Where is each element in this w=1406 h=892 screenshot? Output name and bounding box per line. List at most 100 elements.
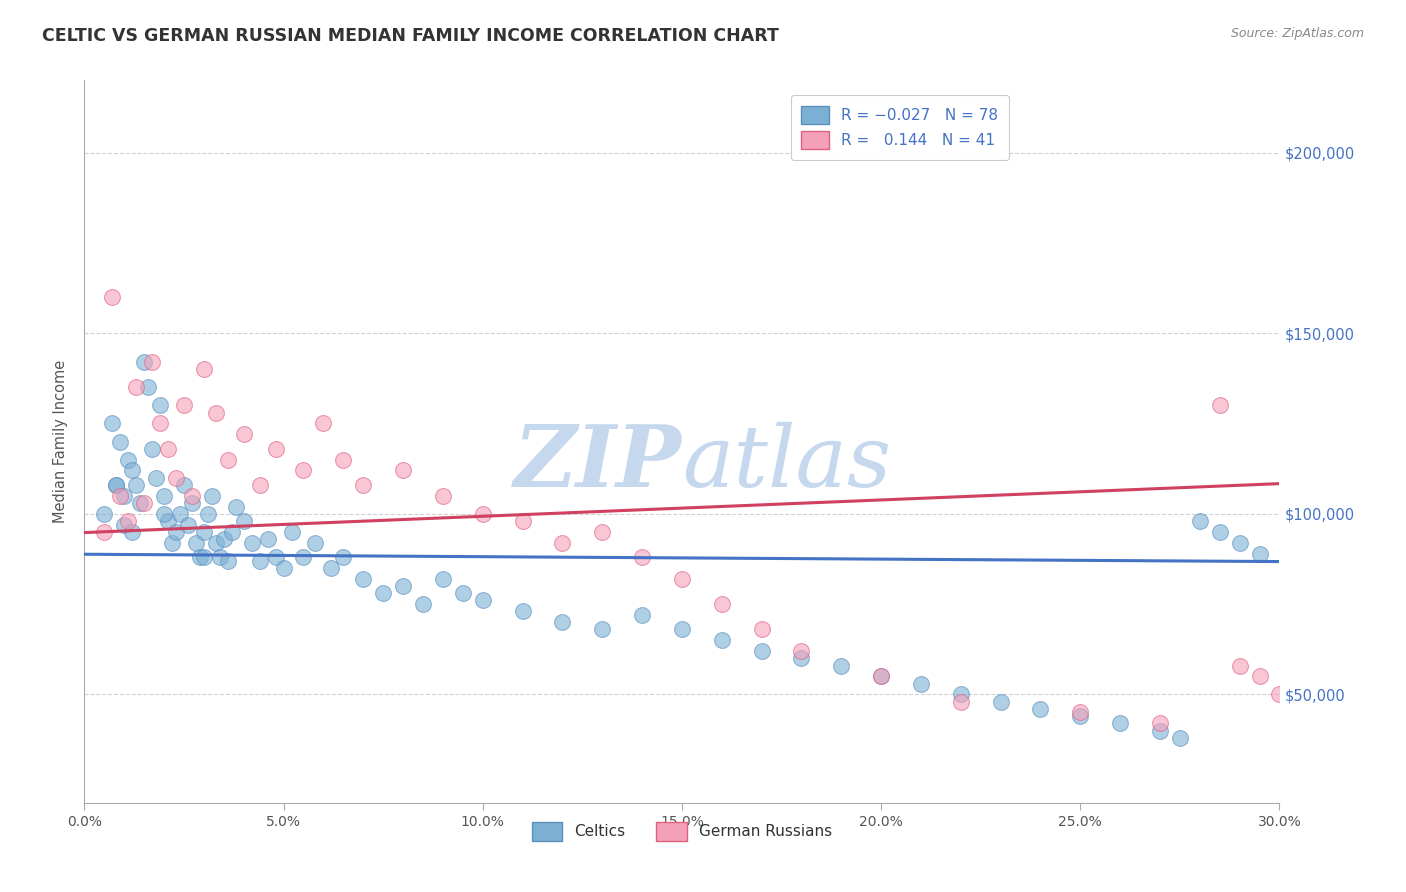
- Point: [751, 623, 773, 637]
- Point: [412, 597, 434, 611]
- Point: [1109, 716, 1132, 731]
- Point: [1168, 731, 1191, 745]
- Point: [149, 398, 172, 412]
- Point: [352, 572, 374, 586]
- Point: [141, 442, 163, 456]
- Point: [160, 535, 183, 549]
- Point: [1268, 687, 1291, 701]
- Point: [332, 452, 354, 467]
- Point: [1029, 702, 1052, 716]
- Point: [165, 524, 187, 539]
- Point: [751, 644, 773, 658]
- Point: [830, 658, 852, 673]
- Point: [232, 514, 254, 528]
- Point: [93, 507, 115, 521]
- Point: [193, 362, 215, 376]
- Point: [153, 507, 176, 521]
- Point: [373, 586, 395, 600]
- Point: [671, 623, 693, 637]
- Point: [321, 561, 343, 575]
- Point: [631, 550, 654, 565]
- Point: [870, 669, 893, 683]
- Point: [165, 470, 187, 484]
- Point: [790, 644, 813, 658]
- Point: [551, 535, 574, 549]
- Point: [1229, 658, 1251, 673]
- Point: [225, 500, 247, 514]
- Point: [1149, 716, 1171, 731]
- Point: [471, 507, 494, 521]
- Point: [125, 478, 148, 492]
- Point: [149, 417, 172, 431]
- Point: [221, 524, 243, 539]
- Point: [212, 532, 235, 546]
- Point: [173, 478, 195, 492]
- Text: CELTIC VS GERMAN RUSSIAN MEDIAN FAMILY INCOME CORRELATION CHART: CELTIC VS GERMAN RUSSIAN MEDIAN FAMILY I…: [42, 27, 779, 45]
- Point: [141, 355, 163, 369]
- Point: [157, 514, 180, 528]
- Point: [205, 535, 228, 549]
- Point: [105, 478, 128, 492]
- Point: [392, 463, 415, 477]
- Point: [1249, 547, 1271, 561]
- Point: [631, 607, 654, 622]
- Point: [870, 669, 893, 683]
- Point: [949, 695, 972, 709]
- Point: [184, 535, 207, 549]
- Point: [93, 524, 115, 539]
- Point: [173, 398, 195, 412]
- Point: [181, 489, 204, 503]
- Point: [990, 695, 1012, 709]
- Point: [145, 470, 167, 484]
- Point: [117, 452, 139, 467]
- Point: [110, 489, 132, 503]
- Point: [136, 380, 159, 394]
- Point: [117, 514, 139, 528]
- Point: [125, 380, 148, 394]
- Point: [197, 507, 219, 521]
- Point: [249, 554, 271, 568]
- Point: [949, 687, 972, 701]
- Point: [280, 524, 302, 539]
- Point: [432, 489, 454, 503]
- Point: [591, 623, 613, 637]
- Point: [312, 417, 335, 431]
- Point: [193, 550, 215, 565]
- Point: [352, 478, 374, 492]
- Point: [1249, 669, 1271, 683]
- Point: [273, 561, 295, 575]
- Point: [1188, 514, 1211, 528]
- Point: [512, 604, 534, 618]
- Text: ZIP: ZIP: [515, 421, 682, 505]
- Point: [790, 651, 813, 665]
- Point: [232, 427, 254, 442]
- Point: [249, 478, 271, 492]
- Point: [177, 517, 200, 532]
- Point: [1149, 723, 1171, 738]
- Point: [512, 514, 534, 528]
- Point: [591, 524, 613, 539]
- Point: [112, 517, 135, 532]
- Point: [129, 496, 152, 510]
- Point: [132, 355, 156, 369]
- Text: Source: ZipAtlas.com: Source: ZipAtlas.com: [1230, 27, 1364, 40]
- Point: [217, 452, 239, 467]
- Point: [292, 463, 315, 477]
- Point: [110, 434, 132, 449]
- Point: [205, 406, 228, 420]
- Point: [432, 572, 454, 586]
- Point: [332, 550, 354, 565]
- Point: [256, 532, 278, 546]
- Point: [101, 417, 124, 431]
- Point: [1229, 535, 1251, 549]
- Point: [264, 550, 287, 565]
- Point: [551, 615, 574, 630]
- Point: [671, 572, 693, 586]
- Point: [121, 524, 143, 539]
- Point: [292, 550, 315, 565]
- Point: [157, 442, 180, 456]
- Text: atlas: atlas: [682, 422, 891, 505]
- Point: [1069, 706, 1091, 720]
- Point: [1069, 709, 1091, 723]
- Point: [132, 496, 156, 510]
